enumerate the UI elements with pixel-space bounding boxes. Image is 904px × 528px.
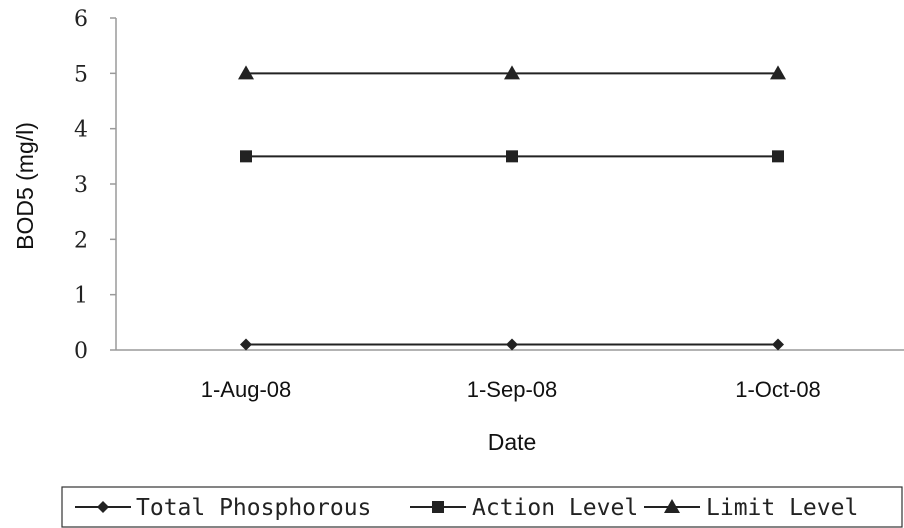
y-tick-label: 3	[74, 173, 88, 198]
legend-box	[61, 486, 903, 528]
data-point	[770, 65, 786, 80]
y-axis-title: BOD5 (mg/l)	[12, 122, 38, 250]
axes	[115, 18, 904, 351]
data-point	[238, 65, 254, 80]
series-3	[238, 65, 786, 80]
x-tick-label: 1-Oct-08	[735, 377, 821, 402]
legend: Total Phosphorous Action Level Limit Level	[61, 486, 903, 528]
y-ticks: 0 1 2 3 4 5 6	[74, 7, 116, 364]
y-tick-label: 2	[74, 228, 88, 253]
x-axis-title: Date	[488, 429, 537, 455]
data-point	[506, 338, 518, 351]
y-tick-label: 6	[74, 7, 88, 32]
data-point	[506, 150, 518, 163]
data-point	[240, 150, 252, 163]
data-point	[240, 338, 252, 351]
legend-label: Limit Level	[706, 495, 858, 521]
series-2	[240, 150, 784, 163]
legend-item: Total Phosphorous	[75, 495, 371, 521]
legend-label: Total Phosphorous	[136, 495, 371, 521]
legend-marker	[664, 499, 680, 513]
y-tick-label: 1	[74, 284, 88, 309]
legend-label: Action Level	[472, 495, 638, 521]
legend-item: Limit Level	[644, 495, 858, 521]
data-point	[504, 65, 520, 80]
legend-marker	[97, 501, 109, 513]
legend-item: Action Level	[410, 495, 638, 521]
y-tick-label: 5	[74, 62, 88, 87]
x-ticks: 1-Aug-08 1-Sep-08 1-Oct-08	[201, 377, 821, 402]
x-tick-label: 1-Aug-08	[201, 377, 292, 402]
series-1	[240, 338, 784, 351]
x-tick-label: 1-Sep-08	[467, 377, 558, 402]
legend-marker	[432, 501, 444, 513]
y-tick-label: 0	[74, 339, 88, 364]
y-tick-label: 4	[74, 118, 88, 143]
data-point	[772, 150, 784, 163]
data-point	[772, 338, 784, 351]
series-group	[238, 65, 786, 351]
